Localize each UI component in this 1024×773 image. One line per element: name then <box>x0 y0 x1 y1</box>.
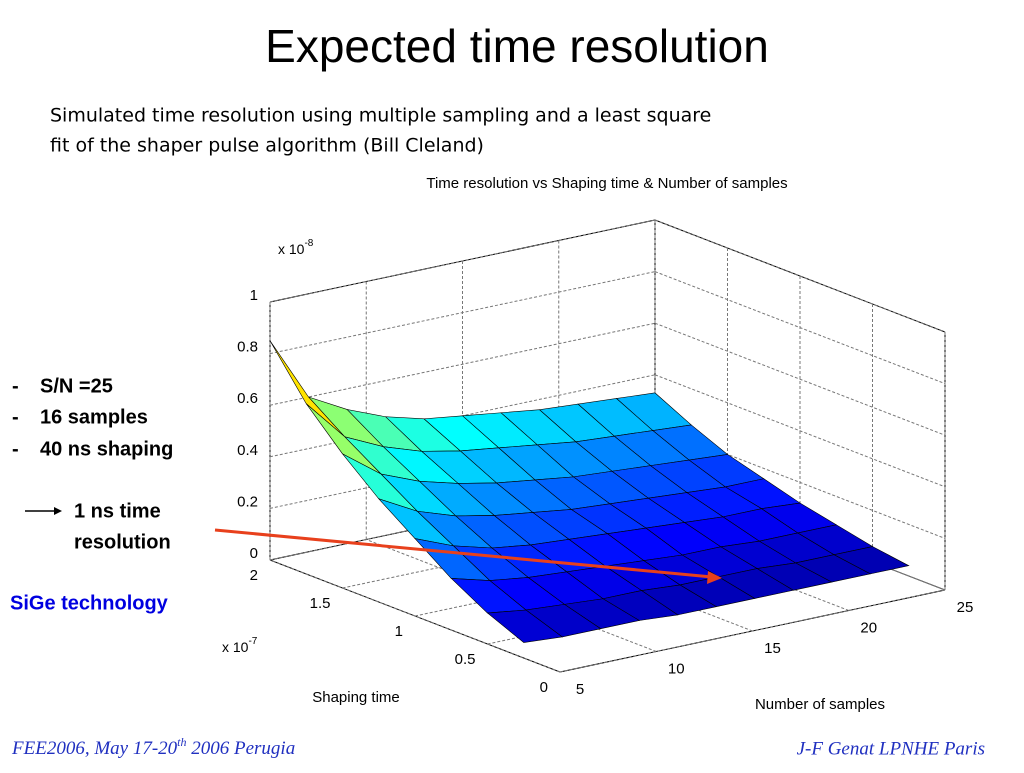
subtitle-line: Simulated time resolution using multiple… <box>50 105 711 127</box>
multiplier: x 10-7 <box>222 636 258 655</box>
bullet-marker: - <box>12 375 19 397</box>
bullet-text: 40 ns shaping <box>40 438 173 460</box>
pointer-arrow-head <box>707 571 722 584</box>
bullet-marker: - <box>12 406 19 428</box>
y-tick-label: 1 <box>395 623 403 640</box>
z-tick-label: 0.6 <box>237 390 258 407</box>
multiplier-exponent: -8 <box>304 238 313 249</box>
x-tick-label: 5 <box>576 681 584 698</box>
multiplier-exponent: -7 <box>248 636 257 647</box>
footer-sup: th <box>177 735 186 749</box>
grid-line <box>269 322 656 406</box>
bullet-marker: - <box>12 438 19 460</box>
multiplier-base: x 10 <box>278 241 305 257</box>
result-text: resolution <box>74 531 171 553</box>
multiplier-base: x 10 <box>222 639 249 655</box>
y-tick-label: 0 <box>540 679 548 696</box>
z-tick-label: 1 <box>250 287 258 304</box>
multiplier: x 10-8 <box>278 238 314 257</box>
z-tick-label: 0.8 <box>237 339 258 356</box>
result-text: 1 ns time <box>74 500 161 522</box>
z-tick-label: 0.4 <box>237 442 258 459</box>
y-tick-label: 2 <box>250 567 258 584</box>
grid-line <box>654 322 946 436</box>
x-axis-label: Number of samples <box>755 696 885 713</box>
footer-rest: 2006 Perugia <box>187 738 296 759</box>
subtitle-line: fit of the shaper pulse algorithm (Bill … <box>50 135 484 157</box>
x-tick-label: 15 <box>764 640 781 657</box>
small-arrow-head <box>54 507 62 515</box>
y-tick-label: 0.5 <box>455 651 476 668</box>
technology: SiGe technology <box>10 592 169 614</box>
y-tick-label: 1.5 <box>310 595 331 612</box>
pointer-arrow <box>214 528 713 579</box>
surface-chart: Time resolution vs Shaping time & Number… <box>222 175 973 713</box>
surface-patch <box>486 609 564 643</box>
y-axis-label: Shaping time <box>312 689 400 706</box>
bullet-text: 16 samples <box>40 406 148 428</box>
grid-line <box>654 374 946 488</box>
footer-right: J-F Genat LPNHE Paris <box>797 738 985 759</box>
chart-title: Time resolution vs Shaping time & Number… <box>426 175 787 192</box>
x-tick-label: 10 <box>668 660 685 677</box>
grid-line <box>559 589 946 673</box>
bullet-text: S/N =25 <box>40 375 113 397</box>
x-tick-label: 25 <box>957 599 974 616</box>
z-tick-label: 0.2 <box>237 493 258 510</box>
footer-left: FEE2006, May 17-20th 2006 Perugia <box>11 735 295 760</box>
slide-title: Expected time resolution <box>265 20 769 72</box>
z-tick-label: 0 <box>250 545 258 562</box>
x-tick-label: 20 <box>860 619 877 636</box>
footer-main: FEE2006, May 17-20 <box>11 738 178 759</box>
